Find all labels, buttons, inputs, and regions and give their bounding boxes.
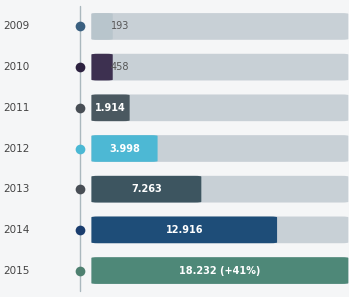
Text: 7.263: 7.263 bbox=[131, 184, 162, 194]
Text: 1.914: 1.914 bbox=[95, 103, 126, 113]
Text: 2011: 2011 bbox=[3, 103, 30, 113]
Text: 3.998: 3.998 bbox=[109, 143, 140, 154]
FancyBboxPatch shape bbox=[91, 217, 277, 243]
FancyBboxPatch shape bbox=[91, 94, 129, 121]
FancyBboxPatch shape bbox=[91, 13, 348, 40]
Text: 2015: 2015 bbox=[3, 266, 30, 276]
FancyBboxPatch shape bbox=[91, 135, 348, 162]
FancyBboxPatch shape bbox=[91, 54, 113, 80]
Text: 2009: 2009 bbox=[3, 21, 30, 31]
Text: 12.916: 12.916 bbox=[165, 225, 203, 235]
Text: 2014: 2014 bbox=[3, 225, 30, 235]
FancyBboxPatch shape bbox=[91, 176, 348, 203]
FancyBboxPatch shape bbox=[91, 257, 348, 284]
FancyBboxPatch shape bbox=[91, 176, 201, 203]
FancyBboxPatch shape bbox=[91, 13, 113, 40]
FancyBboxPatch shape bbox=[91, 257, 348, 284]
FancyBboxPatch shape bbox=[91, 135, 157, 162]
Text: 458: 458 bbox=[111, 62, 129, 72]
Text: 18.232 (+41%): 18.232 (+41%) bbox=[179, 266, 261, 276]
FancyBboxPatch shape bbox=[91, 94, 348, 121]
FancyBboxPatch shape bbox=[91, 54, 348, 80]
Text: 2010: 2010 bbox=[3, 62, 30, 72]
FancyBboxPatch shape bbox=[91, 217, 348, 243]
Text: 2013: 2013 bbox=[3, 184, 30, 194]
Text: 2012: 2012 bbox=[3, 143, 30, 154]
Text: 193: 193 bbox=[111, 21, 129, 31]
